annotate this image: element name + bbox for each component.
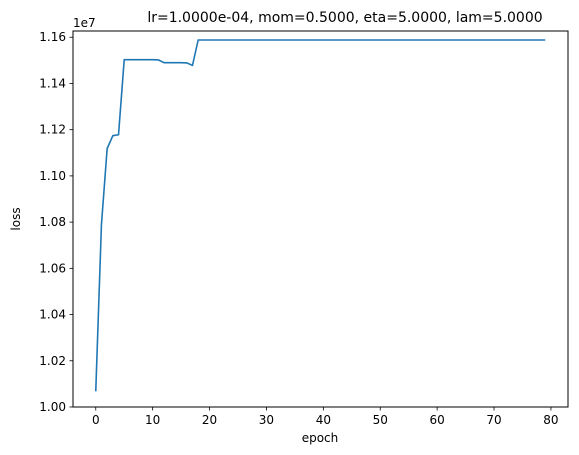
y-tick-label: 1.04 (39, 308, 66, 322)
y-tick-label: 1.08 (39, 215, 66, 229)
x-tick-label: 40 (316, 413, 331, 427)
x-tick-label: 50 (373, 413, 388, 427)
y-tick-label: 1.12 (39, 123, 66, 137)
x-tick-label: 30 (259, 413, 274, 427)
x-tick-label: 70 (486, 413, 501, 427)
y-axis-label: loss (9, 207, 23, 230)
y-offset-label: 1e7 (73, 16, 96, 30)
x-tick-label: 20 (202, 413, 217, 427)
y-tick-label: 1.02 (39, 354, 66, 368)
loss-series-line (94, 39, 546, 392)
chart-title: lr=1.0000e-04, mom=0.5000, eta=5.0000, l… (147, 10, 542, 26)
x-tick-label: 80 (543, 413, 558, 427)
y-tick-label: 1.14 (39, 76, 66, 90)
plot-area: 0 10 20 30 40 50 60 70 80 1.00 1.02 1.04 1.06 1.08 1.1… (39, 30, 558, 427)
x-tick-label: 60 (429, 413, 444, 427)
plot-frame (72, 30, 569, 408)
y-tick-label: 1.16 (39, 30, 66, 44)
x-tick-label: 10 (145, 413, 160, 427)
x-axis-label: epoch (302, 431, 339, 445)
y-tick-label: 1.00 (39, 400, 66, 414)
y-tick-label: 1.10 (39, 169, 66, 183)
x-tick-label: 0 (92, 413, 100, 427)
y-tick-label: 1.06 (39, 261, 66, 275)
